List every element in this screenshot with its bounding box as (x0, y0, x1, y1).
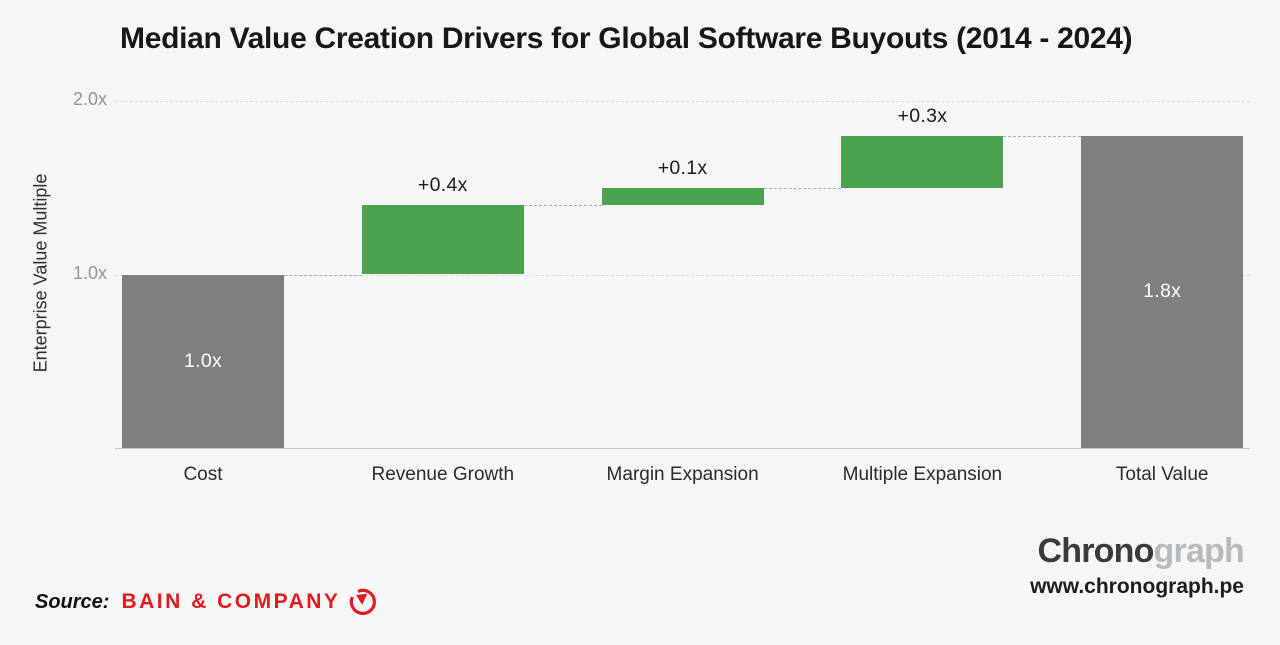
waterfall-bar-cost: 1.0x (122, 274, 284, 448)
waterfall-bar-revenue-growth (361, 205, 524, 275)
waterfall-bar-multiple-expansion (841, 135, 1004, 188)
brand-dark-text: Chrono (1037, 532, 1154, 570)
x-axis-label-revenue-growth: Revenue Growth (371, 464, 515, 485)
waterfall-bar-total-value: 1.8x (1081, 135, 1244, 448)
bain-logo-icon (350, 588, 377, 615)
bar-value-label: +0.3x (897, 104, 948, 127)
bar-value-label: +0.1x (657, 156, 708, 179)
brand-light-text: graph (1153, 532, 1245, 570)
website-url: www.chronograph.pe (1030, 574, 1244, 598)
x-axis-label-cost: Cost (183, 464, 223, 485)
bar-value-label: 1.8x (1143, 280, 1182, 303)
gridline-2.0x (115, 101, 1250, 102)
x-axis-baseline (115, 448, 1250, 449)
x-axis-label-margin-expansion: Margin Expansion (606, 464, 759, 485)
y-axis-tick-label: 2.0x (72, 89, 107, 109)
waterfall-bar-margin-expansion (601, 187, 764, 206)
chronograph-logo: Chronograph (1030, 532, 1245, 570)
source-label: Source: (35, 590, 110, 613)
bar-value-label: +0.4x (417, 174, 468, 197)
bar-value-label: 1.0x (183, 349, 223, 372)
source-name: BAIN & COMPANY (121, 590, 341, 613)
brand-block: Chronograph www.chronograph.pe (1030, 532, 1245, 599)
source-attribution: Source: BAIN & COMPANY (35, 586, 378, 618)
y-axis-tick-label: 1.0x (72, 262, 107, 283)
waterfall-connector (284, 274, 362, 276)
x-axis-label-total-value: Total Value (1115, 464, 1209, 485)
waterfall-connector (1003, 135, 1082, 137)
waterfall-connector (763, 187, 842, 189)
chart-title: Median Value Creation Drivers for Global… (120, 22, 1133, 55)
gridline-1.0x (115, 274, 1250, 276)
waterfall-connector (523, 205, 602, 207)
x-axis-label-multiple-expansion: Multiple Expansion (842, 464, 1003, 485)
